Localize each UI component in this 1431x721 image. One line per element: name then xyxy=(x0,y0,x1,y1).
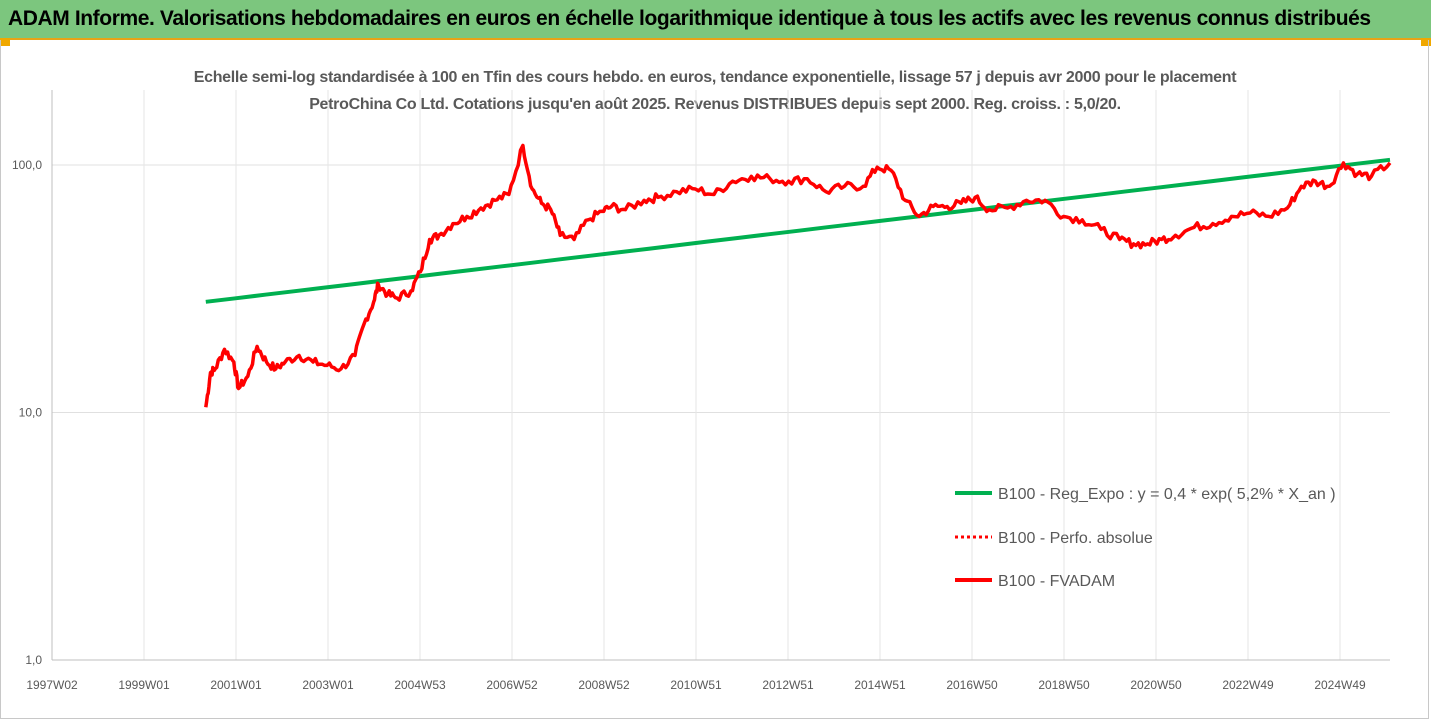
series-lines xyxy=(204,143,1392,408)
x-tick-label: 2008W52 xyxy=(578,678,630,692)
x-tick-label: 2003W01 xyxy=(302,678,354,692)
series-line-trend xyxy=(205,157,1391,304)
x-tick-label: 2020W50 xyxy=(1130,678,1182,692)
y-tick-label: 10,0 xyxy=(19,406,43,420)
x-tick-label: 2012W51 xyxy=(762,678,814,692)
x-tick-label: 2004W53 xyxy=(394,678,446,692)
legend-label: B100 - Perfo. absolue xyxy=(998,530,1153,547)
gridlines xyxy=(51,90,1390,661)
header-bar: ADAM Informe. Valorisations hebdomadaire… xyxy=(0,0,1431,40)
series-line-fvadam xyxy=(204,143,1392,408)
x-tick-label: 1999W01 xyxy=(118,678,170,692)
x-tick-label: 2018W50 xyxy=(1038,678,1090,692)
x-tick-label: 2010W51 xyxy=(670,678,722,692)
x-tick-label: 2014W51 xyxy=(854,678,906,692)
x-tick-label: 2001W01 xyxy=(210,678,262,692)
y-tick-label: 1,0 xyxy=(25,653,42,667)
report-title: ADAM Informe. Valorisations hebdomadaire… xyxy=(8,7,1371,30)
corner-marker-right xyxy=(1421,38,1431,46)
x-tick-label: 2022W49 xyxy=(1222,678,1274,692)
x-tick-label: 2016W50 xyxy=(946,678,998,692)
legend: B100 - Reg_Expo : y = 0,4 * exp( 5,2% * … xyxy=(955,486,1336,590)
x-tick-label: 2024W49 xyxy=(1314,678,1366,692)
x-tick-label: 1997W02 xyxy=(26,678,78,692)
chart-frame xyxy=(0,40,1429,719)
legend-label: B100 - FVADAM xyxy=(998,573,1115,590)
x-tick-label: 2006W52 xyxy=(486,678,538,692)
corner-marker-left xyxy=(0,38,10,46)
legend-label: B100 - Reg_Expo : y = 0,4 * exp( 5,2% * … xyxy=(998,486,1336,503)
axes: 1,0 10,0 100,0 1997W02 1999W01 2001W01 2003W01… xyxy=(12,90,1390,692)
y-tick-label: 100,0 xyxy=(12,158,42,172)
